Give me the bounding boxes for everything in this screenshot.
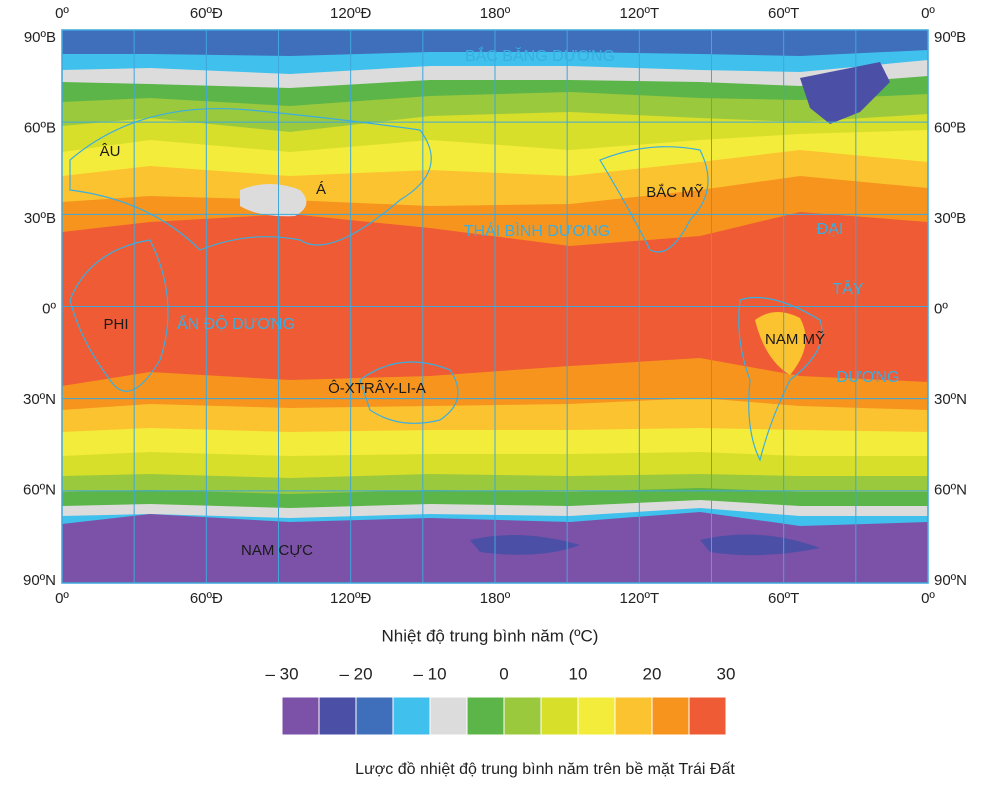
ocean-label: DƯƠNG: [837, 369, 900, 386]
continent-label: NAM CỰC: [241, 542, 313, 559]
map-frame: [61, 29, 929, 584]
longitude-label: 60ºT: [768, 5, 799, 22]
continent-label: ÂU: [100, 143, 121, 160]
ocean-label: ĐẠI: [817, 221, 844, 238]
latitude-label: 90ºB: [934, 29, 966, 46]
latitude-label: 0º: [42, 300, 56, 317]
temperature-zone: [700, 534, 820, 556]
legend-swatch: [392, 696, 431, 736]
longitude-label: 120ºĐ: [330, 5, 372, 22]
legend-swatch: [355, 696, 394, 736]
continent-label: Á: [316, 181, 326, 198]
legend-tick-label: 0: [499, 664, 508, 683]
legend: – 30 – 20 – 10 0 10 20 30: [265, 664, 736, 736]
map-labels: BẮC BĂNG DƯƠNG ÂU Á BẮC MỸ THÁI BÌNH DƯƠ…: [100, 46, 900, 559]
ocean-label: BẮC BĂNG DƯƠNG: [465, 46, 615, 65]
temperature-zone: [755, 311, 806, 375]
legend-swatch: [503, 696, 542, 736]
ocean-label: THÁI BÌNH DƯƠNG: [464, 221, 611, 240]
continent-label: Ô-XTRÂY-LI-A: [328, 380, 426, 397]
legend-title: Nhiệt độ trung bình năm (ºC): [382, 626, 599, 645]
legend-swatch: [466, 696, 505, 736]
legend-swatch: [651, 696, 690, 736]
longitude-label: 180º: [480, 5, 511, 22]
latitude-label: 30ºB: [24, 210, 56, 227]
latitude-label: 90ºN: [934, 572, 967, 589]
latitude-label: 30ºB: [934, 210, 966, 227]
longitude-label: 120ºT: [619, 590, 659, 607]
ocean-label: TÂY: [832, 279, 863, 298]
legend-swatch: [318, 696, 357, 736]
coastline: [738, 296, 823, 462]
continent-label: PHI: [103, 316, 128, 333]
legend-tick-label: – 20: [339, 664, 372, 683]
latitude-label: 90ºN: [23, 572, 56, 589]
latitude-label: 30ºN: [934, 391, 967, 408]
legend-swatch: [614, 696, 653, 736]
coastline: [69, 107, 432, 251]
latitude-label: 60ºN: [934, 481, 967, 498]
latitude-label: 0º: [934, 300, 948, 317]
legend-tick-label: 10: [569, 664, 588, 683]
legend-swatch: [281, 696, 320, 736]
ocean-label: ẤN ĐỘ DƯƠNG: [177, 314, 295, 333]
map-axes: 0º 60ºĐ 120ºĐ 180º 120ºT 60ºT 0º 0º 60ºĐ 120ºĐ 180…: [23, 5, 967, 607]
temperature-zone: [470, 535, 580, 555]
legend-swatch: [429, 696, 468, 736]
legend-tick-label: 30: [717, 664, 736, 683]
longitude-label: 0º: [921, 590, 935, 607]
coastline: [599, 146, 709, 253]
continent-label: BẮC MỸ: [646, 183, 704, 201]
legend-tick-label: 20: [643, 664, 662, 683]
temperature-zone: [800, 62, 890, 124]
legend-swatch: [577, 696, 616, 736]
caption: Lược đồ nhiệt độ trung bình năm trên bề …: [355, 761, 735, 778]
latitude-label: 30ºN: [23, 391, 56, 408]
legend-tick-label: – 30: [265, 664, 298, 683]
longitude-label: 180º: [480, 590, 511, 607]
latitude-label: 60ºB: [934, 119, 966, 136]
longitude-label: 60ºĐ: [190, 590, 223, 607]
longitude-label: 60ºT: [768, 590, 799, 607]
longitude-label: 120ºĐ: [330, 590, 372, 607]
temperature-map: [61, 29, 929, 584]
coastline: [359, 361, 459, 424]
legend-swatch: [688, 696, 727, 736]
legend-swatch: [540, 696, 579, 736]
longitude-label: 60ºĐ: [190, 5, 223, 22]
legend-tick-label: – 10: [413, 664, 446, 683]
latitude-label: 60ºN: [23, 481, 56, 498]
coastline: [69, 239, 169, 392]
temperature-zone: [240, 184, 307, 217]
latitude-label: 90ºB: [24, 29, 56, 46]
longitude-label: 120ºT: [619, 5, 659, 22]
longitude-label: 0º: [55, 5, 69, 22]
latitude-label: 60ºB: [24, 119, 56, 136]
longitude-label: 0º: [921, 5, 935, 22]
continent-label: NAM MỸ: [765, 331, 825, 348]
longitude-label: 0º: [55, 590, 69, 607]
